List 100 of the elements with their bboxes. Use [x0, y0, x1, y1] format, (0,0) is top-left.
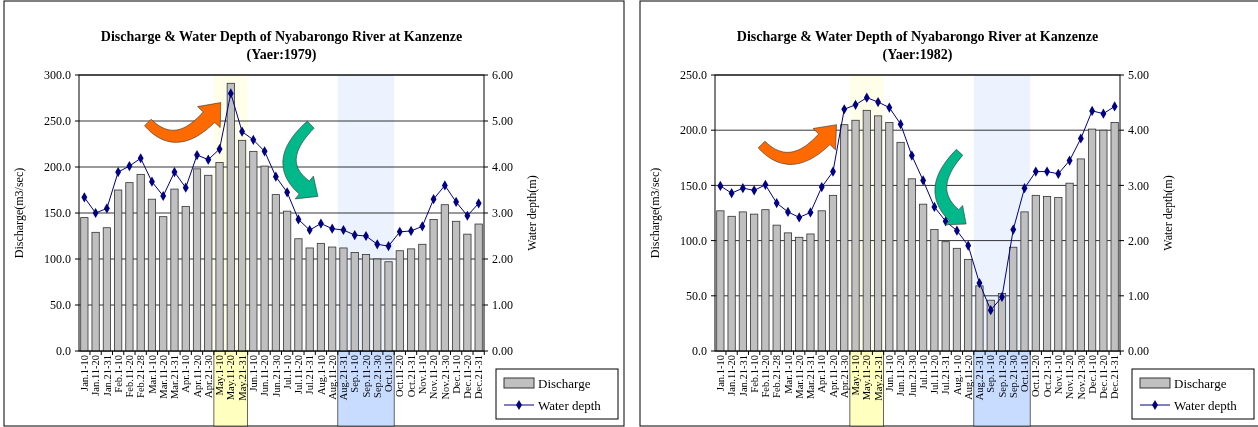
x-tick-label: Feb.11-20 — [124, 355, 136, 398]
bar — [440, 204, 449, 352]
x-tick-label: Oct.11-20 — [1030, 355, 1042, 397]
x-tick-label: Mar.1-10 — [146, 355, 158, 394]
y-tick-label: 100.0 — [680, 233, 707, 248]
y-tick-label: 0.0 — [692, 344, 707, 359]
legend-label: Water depth — [538, 397, 602, 413]
y2-tick-label: 0.00 — [492, 344, 513, 359]
x-tick-label: Sep.21-30 — [1007, 355, 1019, 398]
x-tick-label: Jul.21-31 — [940, 355, 952, 395]
x-tick-label: May.21-31 — [872, 355, 884, 401]
x-tick-label: Apr.1-10 — [180, 355, 192, 393]
y2-axis-title: Water depth(m) — [1161, 175, 1175, 251]
x-tick-label: Jul.11-20 — [929, 355, 941, 394]
x-tick-label: Apr.11-20 — [827, 355, 839, 398]
bar — [283, 210, 292, 352]
bar — [930, 229, 939, 352]
bar — [783, 232, 793, 352]
x-tick-label: Jun.21-30 — [906, 355, 918, 397]
y2-tick-label: 5.00 — [1128, 68, 1149, 83]
x-tick-label: Dec.11-20 — [1098, 355, 1110, 399]
bar — [249, 150, 258, 352]
bar — [1031, 194, 1040, 352]
x-tick-label: Mar.21-31 — [169, 355, 181, 400]
bar — [395, 250, 404, 352]
y2-tick-label: 3.00 — [1128, 178, 1149, 193]
x-tick-label: Jan.1-10 — [79, 355, 91, 391]
chart-subtitle: (Yaer:1979) — [246, 47, 317, 63]
x-tick-label: Dec.21-31 — [473, 355, 485, 400]
x-tick-label: Feb.21-28 — [771, 355, 783, 398]
y2-tick-label: 3.00 — [492, 206, 513, 221]
bar — [384, 261, 393, 352]
x-tick-label: Mar.1-10 — [782, 355, 794, 394]
y-tick-label: 250.0 — [44, 114, 71, 129]
x-tick-label: Mar.11-20 — [793, 355, 805, 399]
x-tick-label: Oct.1-10 — [383, 355, 395, 393]
x-tick-label: Jan.1-10 — [715, 355, 727, 391]
bar — [294, 238, 303, 352]
bar — [316, 242, 325, 352]
bar — [238, 139, 247, 352]
x-tick-label: Aug.11-20 — [962, 355, 974, 400]
bar — [215, 162, 224, 352]
x-tick-label: Dec.21-31 — [1109, 355, 1121, 400]
bar — [1076, 158, 1085, 352]
bar — [750, 213, 759, 352]
bar — [452, 220, 461, 352]
x-tick-label: Oct.11-20 — [394, 355, 406, 397]
bar — [159, 216, 168, 352]
bar — [136, 173, 145, 352]
y2-tick-label: 2.00 — [1128, 233, 1149, 248]
bar — [907, 178, 916, 352]
y-tick-label: 50.0 — [50, 298, 71, 313]
bar — [406, 248, 416, 352]
x-tick-label: Nov.11-20 — [1064, 355, 1076, 400]
x-tick-label: Apr.11-20 — [191, 355, 203, 398]
x-tick-label: Jun.21-30 — [270, 355, 282, 397]
x-tick-label: May.21-31 — [236, 355, 248, 401]
bar — [125, 182, 134, 352]
x-tick-label: Aug.1-10 — [951, 355, 963, 395]
y2-axis-title: Water depth(m) — [525, 175, 539, 251]
y2-tick-label: 1.00 — [1128, 289, 1149, 303]
bar — [727, 215, 736, 352]
x-tick-label: Jun.11-20 — [259, 355, 271, 397]
bar — [1099, 129, 1108, 352]
bar — [102, 227, 111, 352]
y2-tick-label: 4.00 — [492, 160, 513, 175]
x-tick-label: Nov.21-30 — [439, 355, 451, 400]
y-tick-label: 50.0 — [686, 289, 707, 303]
bar — [80, 217, 89, 352]
bar — [91, 231, 100, 352]
x-tick-label: Nov.11-20 — [428, 355, 440, 400]
y-tick-label: 200.0 — [680, 123, 707, 138]
x-tick-label: Jun.1-10 — [884, 355, 896, 392]
legend-label: Water depth — [1174, 397, 1238, 413]
bar — [373, 258, 382, 352]
bar — [828, 194, 838, 352]
x-tick-label: Mar.11-20 — [157, 355, 169, 399]
x-tick-label: Oct.21-31 — [1041, 355, 1053, 398]
y-tick-label: 150.0 — [44, 206, 71, 221]
x-tick-label: Jul.1-10 — [917, 355, 929, 390]
chart-subtitle: (Yaer:1982) — [882, 47, 953, 63]
bar — [1042, 196, 1052, 352]
bar — [919, 203, 928, 352]
bar — [181, 206, 190, 352]
bar — [772, 224, 781, 352]
y2-tick-label: 0.00 — [1128, 344, 1149, 359]
x-tick-label: Nov.1-10 — [1053, 355, 1064, 395]
y-axis-title: Discharge(m3/sec) — [12, 167, 26, 259]
bar — [114, 189, 123, 352]
x-tick-label: Feb.11-20 — [760, 355, 772, 398]
y-tick-label: 250.0 — [680, 68, 707, 83]
x-tick-label: Sep.11-20 — [360, 355, 372, 398]
x-tick-label: Jan.11-20 — [90, 355, 102, 396]
bar — [271, 194, 280, 352]
bar — [1065, 182, 1074, 352]
bar — [738, 211, 747, 352]
x-tick-label: Jun.11-20 — [895, 355, 907, 397]
x-tick-label: Sep.11-20 — [996, 355, 1008, 398]
bar — [851, 119, 860, 352]
bar — [941, 241, 950, 352]
